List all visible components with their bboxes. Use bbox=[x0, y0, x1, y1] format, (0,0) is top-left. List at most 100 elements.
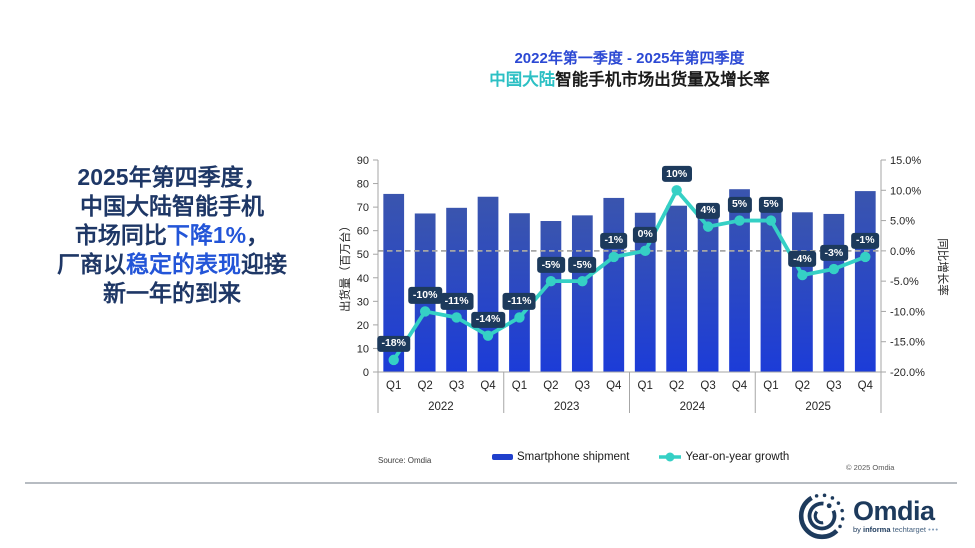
bar bbox=[823, 213, 845, 372]
quarter-label: Q2 bbox=[669, 380, 684, 392]
growth-dot bbox=[514, 312, 525, 323]
year-label: 2024 bbox=[680, 401, 706, 413]
chart-legend: Smartphone shipment Year-on-year growth bbox=[492, 451, 789, 463]
headline-text: 市场同比 bbox=[74, 222, 167, 248]
bar bbox=[792, 212, 813, 372]
bar bbox=[414, 213, 436, 372]
left-axis-tick-label: 70 bbox=[357, 202, 369, 214]
omdia-logo: Omdia by informa techtarget ••• bbox=[797, 491, 939, 541]
headline-line: 新一年的到来 bbox=[22, 279, 322, 308]
right-axis-tick-label: -10.0% bbox=[890, 306, 925, 318]
growth-dot bbox=[860, 251, 871, 263]
right-axis-tick-label: -5.0% bbox=[890, 276, 919, 288]
growth-dot bbox=[734, 215, 745, 226]
quarter-label: Q1 bbox=[763, 380, 778, 392]
logo-dot bbox=[836, 501, 841, 505]
logo-gap-dot bbox=[826, 503, 832, 509]
headline-text: 2025年第四季度， bbox=[77, 164, 267, 190]
headline-text: 新一年的到来 bbox=[103, 280, 241, 306]
quarter-label: Q2 bbox=[417, 380, 432, 392]
chart-title-main: 中国大陆智能手机市场出货量及增长率 bbox=[378, 69, 881, 91]
tagline-dots-icon: ••• bbox=[928, 525, 939, 534]
logo-dot bbox=[840, 508, 844, 513]
quarter-label: Q2 bbox=[543, 380, 558, 392]
quarter-label: Q3 bbox=[449, 380, 464, 392]
bar bbox=[383, 193, 405, 372]
chart-title: 2022年第一季度 - 2025年第四季度 中国大陆智能手机市场出货量及增长率 bbox=[378, 49, 881, 91]
chart-title-rest: 智能手机市场出货量及增长率 bbox=[555, 71, 770, 89]
source-text: Source: Omdia bbox=[378, 456, 432, 465]
left-axis-tick-label: 90 bbox=[357, 155, 369, 167]
bar bbox=[446, 207, 467, 372]
bar bbox=[666, 205, 688, 372]
quarter-label: Q4 bbox=[858, 380, 874, 392]
headline-line: 市场同比下降1%， bbox=[22, 221, 322, 250]
logo-dot bbox=[814, 494, 819, 498]
headline-line: 厂商以稳定的表现迎接 bbox=[22, 250, 322, 279]
growth-dot bbox=[419, 306, 431, 317]
line-dot-swatch-icon bbox=[658, 452, 681, 462]
left-axis-tick-label: 80 bbox=[357, 179, 369, 191]
right-axis-tick-label: 10.0% bbox=[890, 185, 921, 197]
legend-label-growth: Year-on-year growth bbox=[685, 451, 790, 463]
left-axis-tick-label: 30 bbox=[357, 296, 369, 308]
tagline-techtarget: techtarget bbox=[892, 525, 926, 534]
growth-dot bbox=[702, 221, 714, 232]
bar bbox=[477, 196, 499, 372]
growth-dot bbox=[577, 275, 588, 287]
left-axis-tick-label: 0 bbox=[363, 367, 369, 379]
year-label: 2023 bbox=[554, 401, 580, 413]
bar bbox=[540, 221, 562, 372]
footer-divider bbox=[25, 482, 957, 484]
left-axis-tick-label: 50 bbox=[357, 249, 369, 261]
headline-text: 厂商以 bbox=[57, 251, 126, 277]
headline-highlight: 稳定的表现 bbox=[126, 251, 241, 277]
bar bbox=[603, 197, 625, 372]
quarter-label: Q1 bbox=[512, 380, 527, 392]
bar bbox=[571, 215, 593, 372]
headline-highlight: 下降1% bbox=[166, 222, 247, 248]
right-axis-tick-label: 5.0% bbox=[890, 216, 915, 228]
quarter-label: Q2 bbox=[795, 380, 810, 392]
year-label: 2025 bbox=[805, 401, 831, 413]
quarter-label: Q4 bbox=[606, 380, 622, 392]
left-axis-tick-label: 40 bbox=[357, 273, 369, 285]
chart-title-period: 2022年第一季度 - 2025年第四季度 bbox=[514, 50, 745, 67]
chart-title-highlight: 中国大陆 bbox=[489, 71, 556, 89]
bar bbox=[760, 204, 782, 372]
quarter-label: Q4 bbox=[732, 380, 748, 392]
bar-swatch-icon bbox=[492, 454, 513, 460]
copyright-text: © 2025 Omdia bbox=[846, 463, 895, 472]
headline-text: 中国大陆智能手机 bbox=[80, 193, 264, 219]
quarter-label: Q3 bbox=[575, 380, 590, 392]
bar bbox=[697, 208, 719, 372]
headline: 2025年第四季度， 中国大陆智能手机 市场同比下降1%， 厂商以稳定的表现迎接 新一年… bbox=[22, 163, 322, 308]
growth-dot bbox=[545, 275, 557, 287]
right-axis-tick-label: -20.0% bbox=[890, 367, 925, 379]
omdia-logo-icon bbox=[798, 492, 846, 540]
bar bbox=[854, 191, 876, 372]
tagline-informa: informa bbox=[863, 525, 891, 534]
right-axis-tick-label: 0.0% bbox=[890, 246, 915, 258]
bar bbox=[509, 213, 530, 372]
right-axis-tick-label: -15.0% bbox=[890, 337, 925, 349]
growth-dot bbox=[671, 185, 682, 196]
logo-dot bbox=[838, 524, 842, 529]
logo-middle-arc bbox=[807, 501, 837, 531]
quarter-label: Q1 bbox=[638, 380, 653, 392]
growth-dot bbox=[482, 330, 494, 341]
omdia-logo-texts: Omdia by informa techtarget ••• bbox=[853, 498, 939, 535]
quarter-label: Q3 bbox=[700, 380, 715, 392]
bar bbox=[729, 189, 750, 372]
logo-inner-arc bbox=[813, 507, 831, 525]
logo-dot bbox=[830, 496, 835, 500]
left-axis-tick-label: 10 bbox=[357, 343, 369, 355]
left-axis-title: 出货量（百万台） bbox=[338, 220, 352, 312]
growth-dot bbox=[765, 215, 777, 226]
growth-dot bbox=[388, 354, 399, 366]
quarter-label: Q3 bbox=[826, 380, 841, 392]
omdia-tagline: by informa techtarget ••• bbox=[853, 525, 939, 534]
headline-line: 中国大陆智能手机 bbox=[22, 192, 322, 221]
